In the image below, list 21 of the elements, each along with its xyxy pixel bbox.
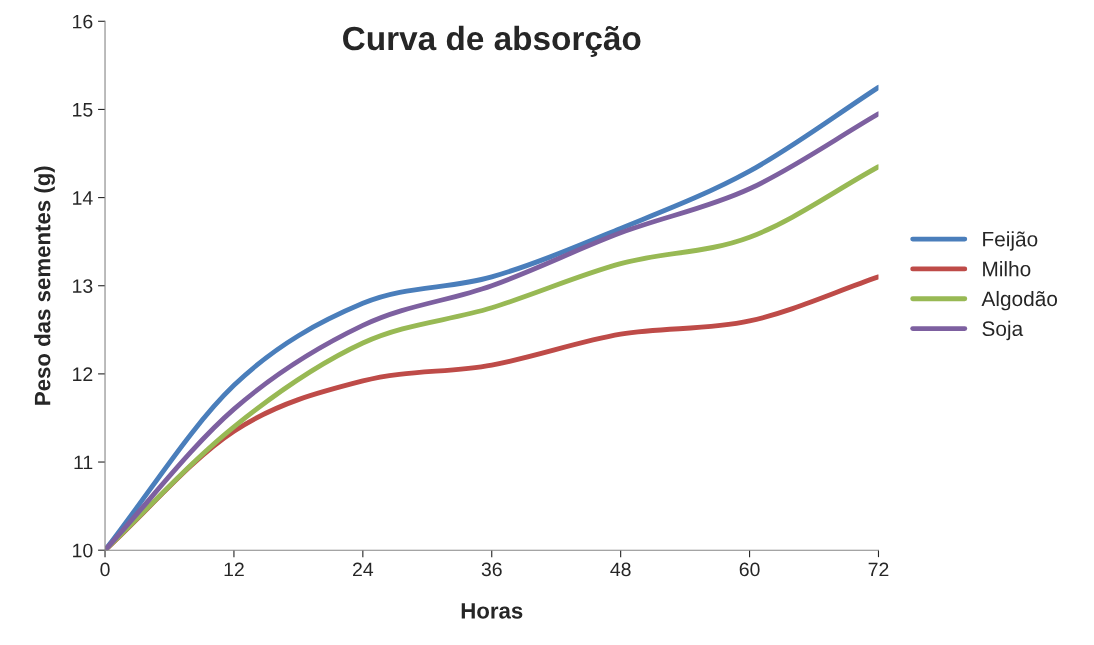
x-tick-label: 36 [481, 562, 502, 577]
x-tick-label: 24 [353, 562, 374, 577]
chart-title: Curva de absorção [343, 25, 641, 57]
y-tick-label: 10 [73, 543, 93, 558]
x-tick-label: 60 [739, 562, 760, 577]
y-tick-label: 11 [74, 455, 93, 470]
y-axis-title: Peso das sementes (g) [34, 166, 55, 405]
y-tick-label: 12 [73, 367, 93, 381]
x-tick-label: 48 [610, 562, 631, 577]
legend-label: Feijão [983, 231, 1038, 251]
y-tick-label: 13 [73, 279, 93, 293]
legend-label: Milho [983, 261, 1031, 277]
y-tick-label: 15 [73, 103, 93, 117]
x-tick-label: 0 [100, 562, 110, 577]
x-tick-label: 12 [224, 562, 244, 577]
legend-label: Soja [982, 320, 1024, 341]
x-tick-label: 72 [868, 562, 889, 577]
y-tick-label: 16 [73, 14, 93, 29]
x-axis-title: Horas [461, 603, 523, 619]
legend-label: Algodão [981, 290, 1058, 311]
y-tick-label: 14 [73, 191, 93, 205]
